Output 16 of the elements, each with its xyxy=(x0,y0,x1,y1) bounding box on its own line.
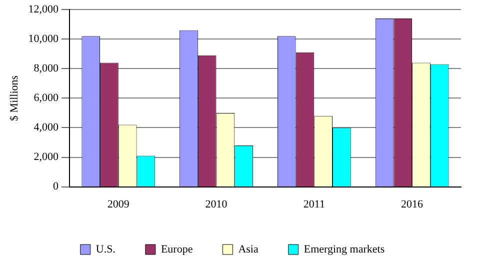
y-tick-label: 4,000 xyxy=(34,122,59,134)
x-tick-label: 2010 xyxy=(205,198,228,210)
x-tick-label: 2016 xyxy=(401,198,424,210)
y-tick-label: 2,000 xyxy=(34,151,59,164)
legend-label: Asia xyxy=(238,243,258,256)
y-tick-label: 10,000 xyxy=(28,33,59,46)
y-tick-label: 6,000 xyxy=(34,92,59,104)
y-tick-label: 0 xyxy=(52,180,59,193)
legend-label: Europe xyxy=(160,243,193,256)
legend-label: U.S. xyxy=(96,243,116,256)
x-tick-label: 2009 xyxy=(107,198,130,210)
y-axis-title: $ Millions xyxy=(8,75,20,121)
y-tick-label: 12,000 xyxy=(28,3,59,16)
y-tick-label: 8,000 xyxy=(34,62,59,75)
x-tick-label: 2011 xyxy=(303,198,325,210)
legend-label: Emerging markets xyxy=(304,243,385,256)
